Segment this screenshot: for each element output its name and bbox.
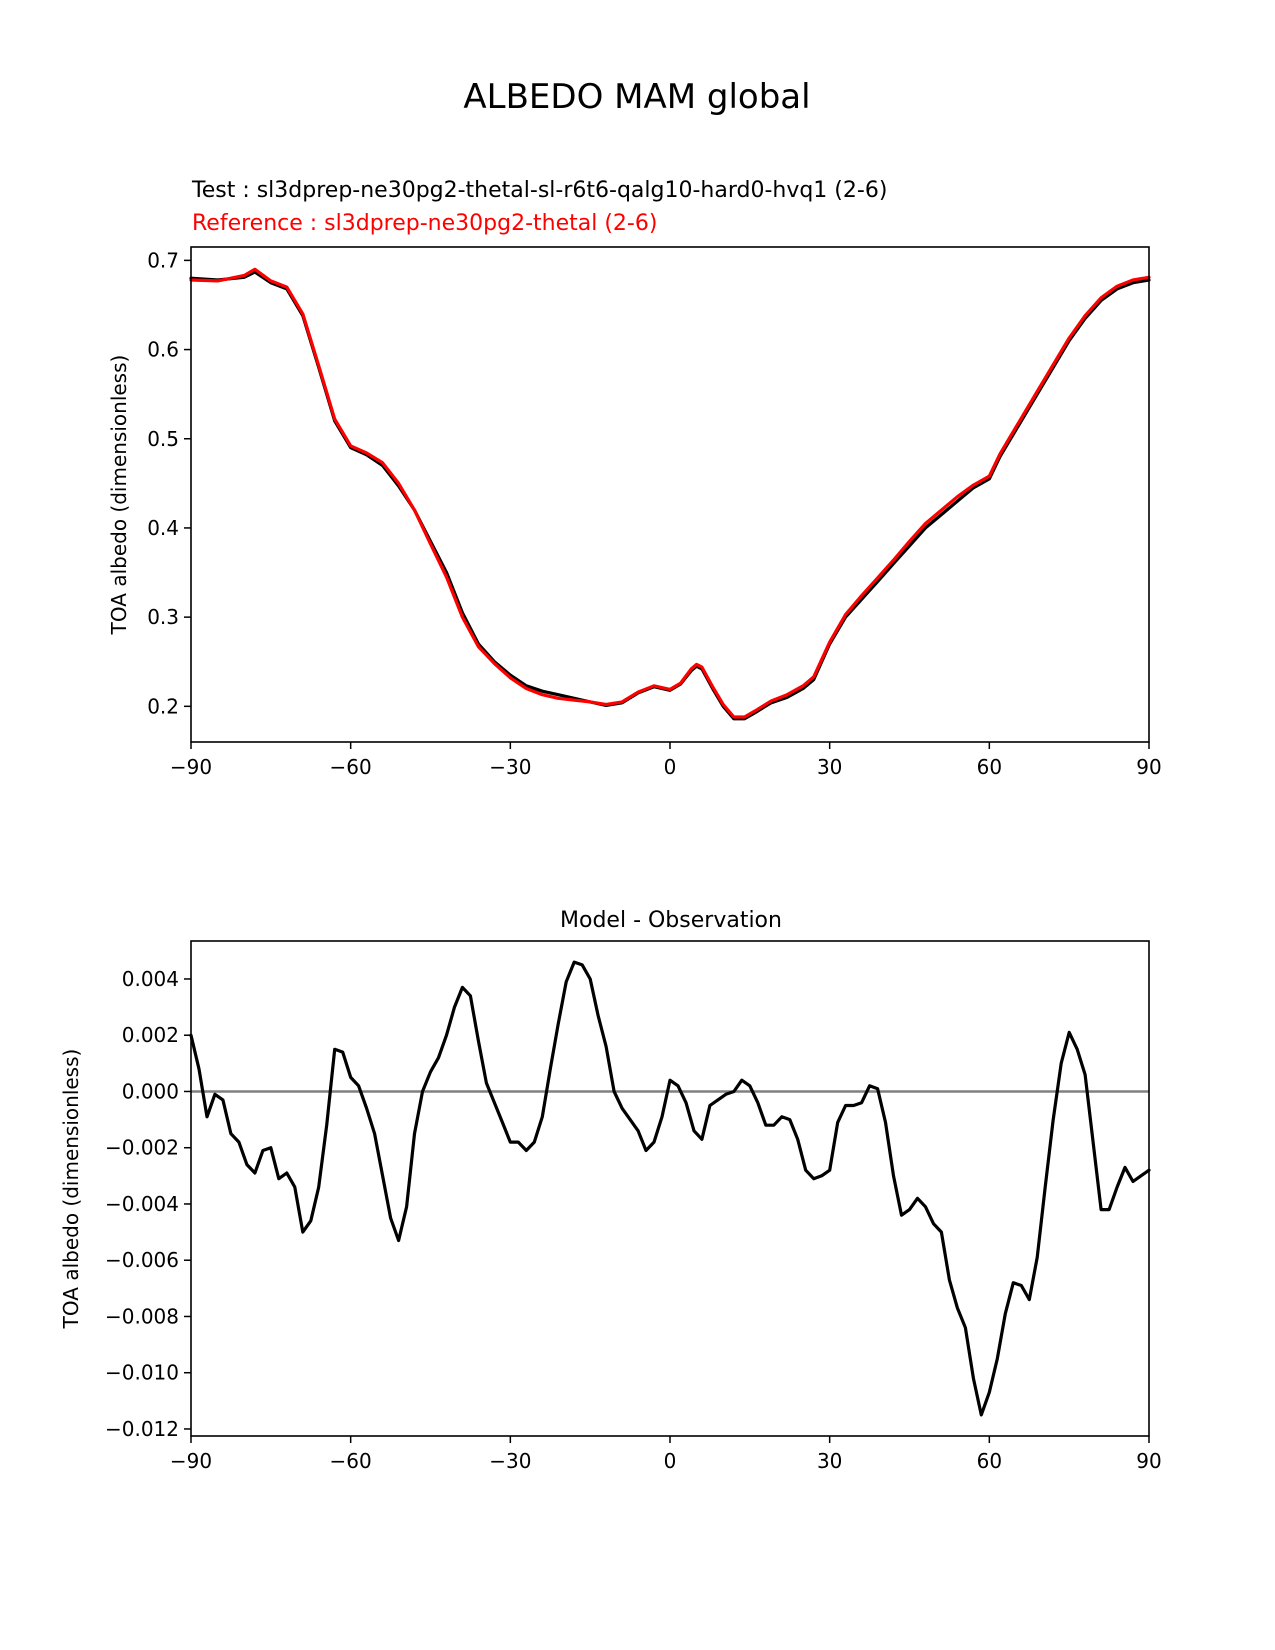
y-tick-label: 0.000 [122,1079,179,1103]
y-tick-label: 0.4 [147,516,179,540]
series-line-1 [189,267,1151,719]
y-tick-label: 0.002 [122,1023,179,1047]
top-plot-area: −90 −60 −30 0 30 60 90 0.2 0.3 0.4 0.5 0.6 0.7 TOA al… [107,246,1162,779]
panel-model-minus-observation: Model - Observation −90 −60 −30 0 30 60 90 0.00… [59,908,1162,1473]
x-tick-label: 90 [1136,755,1161,779]
y-tick-label: −0.004 [105,1192,179,1216]
y-axis-label: TOA albedo (dimensionless) [59,1049,83,1330]
series-line-0 [189,960,1151,1417]
y-tick-label: 0.6 [147,338,179,362]
x-tick-label: 90 [1136,1449,1161,1473]
series-line-0 [189,270,1151,721]
y-tick-label: 0.5 [147,427,179,451]
y-tick-label: −0.006 [105,1248,179,1272]
test-label: Test : sl3dprep-ne30pg2-thetal-sl-r6t6-q… [191,178,887,203]
y-axis-label: TOA albedo (dimensionless) [107,355,131,636]
x-tick-label: 30 [817,755,842,779]
y-tick-label: 0.3 [147,605,179,629]
x-tick-label: 0 [664,1449,677,1473]
x-tick-label: −90 [170,1449,212,1473]
plot-frame [190,940,1150,1437]
y-tick-label: 0.2 [147,694,179,718]
y-tick-label: −0.012 [105,1417,179,1441]
x-tick-label: −30 [489,755,531,779]
x-tick-label: 0 [664,755,677,779]
y-tick-label: −0.010 [105,1361,179,1385]
x-tick-label: 60 [977,755,1002,779]
panel-test-vs-reference: Test : sl3dprep-ne30pg2-thetal-sl-r6t6-q… [107,178,1162,779]
y-tick-label: 0.004 [122,967,179,991]
plot-frame [190,246,1150,743]
y-tick-label: −0.008 [105,1304,179,1328]
bottom-plot-area: −90 −60 −30 0 30 60 90 0.004 0.002 0.000 −0.002 −0.… [59,940,1162,1473]
reference-label: Reference : sl3dprep-ne30pg2-thetal (2-6… [192,211,657,236]
figure-title: ALBEDO MAM global [463,77,810,117]
difference-plot-title: Model - Observation [560,908,782,933]
y-tick-label: 0.7 [147,248,179,272]
x-tick-label: 60 [977,1449,1002,1473]
x-tick-label: −60 [330,1449,372,1473]
x-tick-label: −90 [170,755,212,779]
y-tick-label: −0.002 [105,1136,179,1160]
x-tick-label: −60 [330,755,372,779]
x-tick-label: 30 [817,1449,842,1473]
x-tick-label: −30 [489,1449,531,1473]
